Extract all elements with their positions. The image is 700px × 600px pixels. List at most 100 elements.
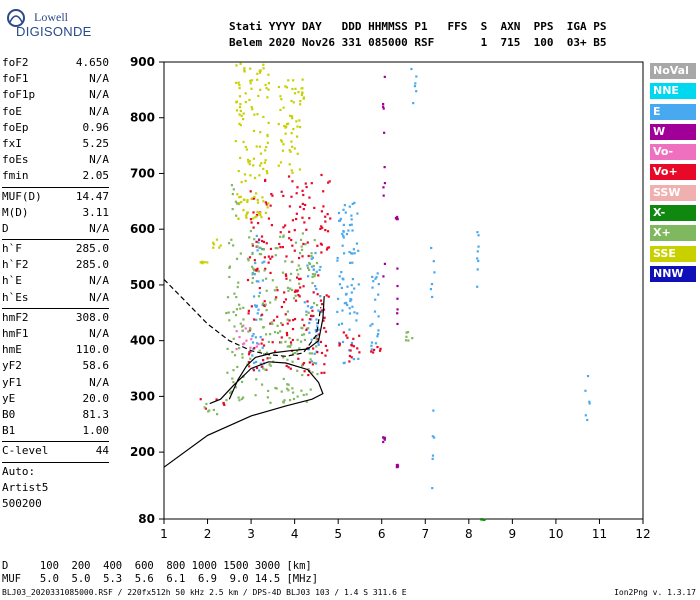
echo-point-x- [259, 246, 262, 249]
x-tick-label: 11 [592, 527, 607, 541]
echo-point-x- [228, 242, 231, 245]
echo-point-vo- [358, 351, 361, 354]
echo-point-x- [312, 302, 316, 305]
echo-point-e [261, 279, 265, 282]
echo-point-e [308, 331, 311, 334]
echo-point-e [340, 286, 343, 290]
echo-point-sse [235, 64, 238, 67]
legend-item-e: E [650, 103, 696, 120]
echo-point-e [351, 278, 355, 281]
echo-point-vo- [276, 289, 279, 292]
echo-point-e [305, 310, 308, 313]
echo-point-sse [262, 167, 265, 171]
echo-point-sse [266, 135, 269, 138]
echo-point-sse [291, 171, 294, 174]
echo-point-x- [308, 262, 312, 266]
echo-point-e [314, 330, 318, 333]
echo-point-e [320, 310, 323, 314]
echo-point-x- [247, 330, 250, 333]
echo-point-e [310, 265, 314, 268]
echo-point-x- [251, 281, 254, 284]
param-value: N/A [89, 72, 109, 86]
param-name: h`F2 [2, 258, 29, 272]
echo-point-e [371, 286, 374, 289]
param-value: 58.6 [82, 359, 110, 373]
echo-point-x- [309, 388, 312, 391]
echo-point-vo- [302, 362, 306, 365]
echo-point-e [351, 305, 354, 308]
echo-point-x- [289, 272, 293, 275]
echo-point-vo- [356, 347, 359, 350]
echo-point-vo- [235, 348, 238, 351]
echo-point-x- [315, 345, 318, 348]
echo-point-sse [235, 81, 238, 84]
echo-point-sse [258, 211, 262, 214]
echo-point-vo- [262, 240, 266, 244]
echo-point-x- [307, 327, 310, 330]
echo-point-e [263, 260, 266, 263]
echo-point-e [356, 312, 359, 315]
echo-point-x- [301, 232, 304, 235]
echo-point-vo- [302, 193, 305, 197]
echo-point-x- [300, 248, 304, 251]
echo-point-sse [244, 101, 247, 104]
echo-point-sse [258, 174, 261, 177]
echo-point-vo- [372, 351, 375, 354]
echo-point-sse [280, 140, 284, 143]
param-value: 110.0 [75, 343, 109, 357]
param-value: 3.11 [82, 205, 110, 219]
echo-point-x- [237, 396, 240, 399]
echo-point-sse [285, 125, 288, 128]
echo-point-e [252, 295, 256, 298]
echo-point-sse [300, 93, 304, 97]
echo-point-sse [218, 246, 221, 249]
echo-point-x- [226, 296, 230, 299]
echo-point-x- [282, 234, 285, 237]
echo-point-x- [302, 333, 306, 336]
echo-point-e [415, 90, 418, 93]
echo-point-x- [311, 275, 314, 279]
echo-point-vo- [322, 205, 325, 208]
echo-point-sse [266, 141, 269, 144]
echo-point-sse [240, 114, 243, 117]
param-row: D N/A [2, 222, 109, 238]
echo-point-vo- [264, 178, 267, 182]
echo-point-e [255, 305, 258, 308]
param-row: B0 81.3 [2, 408, 109, 424]
echo-point-sse [240, 200, 243, 204]
logo-digisonde: DIGISONDE [16, 24, 92, 39]
echo-point-sse [215, 238, 219, 241]
echo-point-vo- [310, 182, 313, 185]
echo-point-x- [300, 326, 303, 329]
echo-point-vo- [248, 351, 251, 354]
echo-point-x- [271, 322, 274, 325]
param-value: N/A [89, 153, 109, 167]
echo-point-e [431, 295, 434, 299]
echo-point-vo- [261, 365, 264, 368]
echo-point-x- [263, 352, 266, 356]
echo-point-e [348, 349, 351, 352]
echo-point-x- [301, 373, 304, 377]
echo-point-x- [264, 303, 267, 306]
echo-point-x- [242, 396, 245, 399]
echo-point-vo- [320, 371, 323, 375]
echo-point-vo- [303, 221, 306, 224]
echo-point-vo- [316, 338, 319, 341]
echo-point-vo- [338, 344, 341, 347]
echo-point-x- [264, 333, 268, 336]
echo-point-w [382, 102, 385, 106]
echo-point-x- [249, 357, 252, 360]
echo-point-sse [261, 196, 264, 199]
echo-point-e [336, 297, 340, 300]
param-value: 0.96 [82, 120, 110, 134]
echo-point-e [314, 362, 318, 365]
echo-point-vo- [301, 202, 304, 206]
echo-point-e [317, 328, 320, 331]
echo-point-w [383, 438, 386, 441]
echo-point-sse [245, 148, 249, 151]
echo-point-x- [292, 352, 295, 355]
echo-point-sse [279, 95, 282, 98]
echo-point-x- [264, 368, 267, 371]
echo-point-sse [277, 85, 281, 89]
echo-point-sse [291, 87, 294, 91]
